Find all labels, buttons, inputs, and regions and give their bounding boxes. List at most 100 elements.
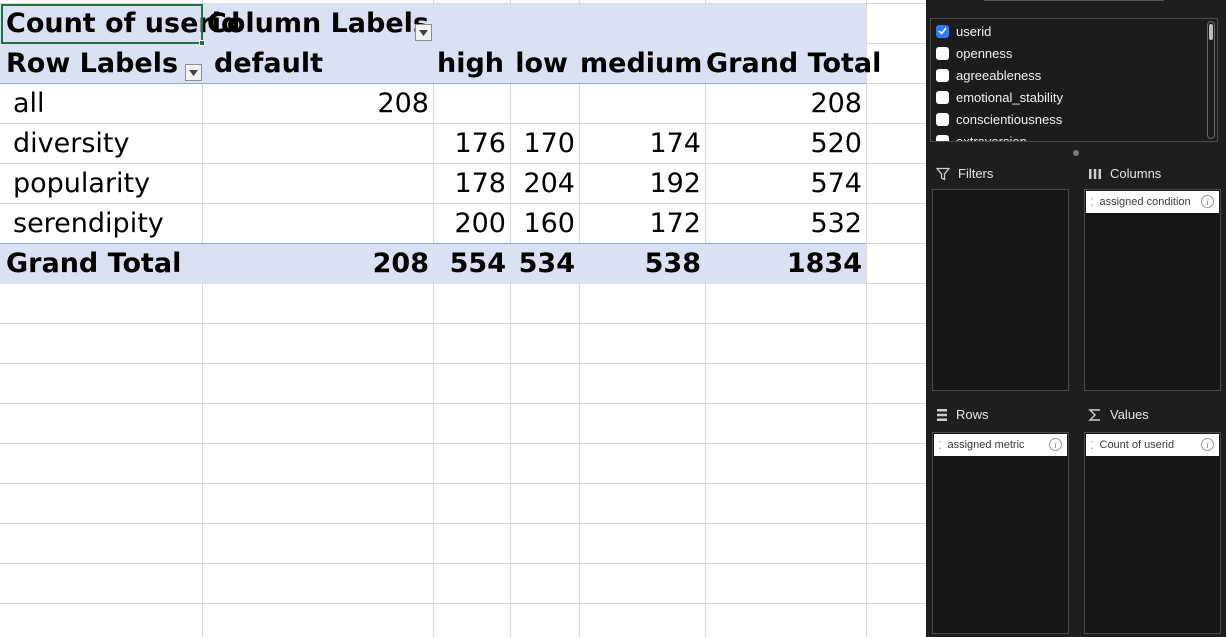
info-icon[interactable]: i [1049,438,1062,451]
value-cell[interactable] [203,164,429,204]
rows-section-title: Rows [936,407,989,422]
field-list-scrollbar[interactable] [1207,21,1215,139]
value-cell[interactable]: 204 [523,168,575,199]
row-labels-header[interactable]: Row Labels [6,48,179,79]
checkbox[interactable] [936,134,949,141]
column-header-grand-total[interactable]: Grand Total [706,48,882,79]
columns-field-chip[interactable]: ⁚ assigned condition i [1086,191,1219,213]
gridline [0,3,926,4]
grand-total-value[interactable]: 534 [518,248,575,279]
value-cell[interactable]: 520 [810,128,862,159]
gridline [0,603,926,604]
value-cell[interactable]: 174 [649,128,701,159]
row-label[interactable]: diversity [13,128,130,159]
value-cell[interactable]: 200 [454,208,506,239]
column-header-low[interactable]: low [515,48,568,79]
grand-total-value[interactable]: 538 [644,248,701,279]
value-cell[interactable]: 574 [810,168,862,199]
gridline [0,123,926,124]
value-cell[interactable]: 170 [523,128,575,159]
values-field-chip[interactable]: ⁚ Count of userid i [1086,434,1219,456]
field-label: conscientiousness [956,111,1063,127]
sigma-icon [1088,408,1100,421]
row-label[interactable]: serendipity [13,208,164,239]
columns-section-title: Columns [1088,166,1161,181]
value-cell[interactable]: 192 [649,168,701,199]
filter-icon [936,167,950,181]
value-cell[interactable]: 208 [810,88,862,119]
values-section-title: Values [1088,407,1149,422]
field-item-extraversion[interactable]: extraversion [936,130,1027,142]
checkbox[interactable] [936,46,949,60]
row-label[interactable]: popularity [13,168,151,199]
rows-field-chip[interactable]: ⁚ assigned metric i [934,434,1067,456]
column-header-default[interactable]: default [214,48,323,79]
grand-total-value[interactable]: 208 [372,248,429,279]
gridline [0,483,926,484]
drag-grip-icon[interactable]: ⁚ [938,439,942,452]
value-cell[interactable]: 178 [454,168,506,199]
value-cell[interactable] [203,204,429,244]
filters-label: Filters [958,166,994,181]
column-labels-header[interactable]: Column Labels [207,8,429,39]
chip-label: assigned metric [947,439,1025,451]
gridline [0,403,926,404]
chip-label: Count of userid [1099,439,1175,451]
columns-drop-area[interactable]: ⁚ assigned condition i [1084,189,1221,391]
checkbox-checked[interactable] [936,24,949,38]
value-cell[interactable]: 160 [523,208,575,239]
field-label: emotional_stability [956,89,1063,105]
gridline [866,0,867,637]
rows-drop-area[interactable]: ⁚ assigned metric i [932,432,1069,634]
checkbox[interactable] [936,90,949,104]
value-cell[interactable] [434,84,506,124]
value-cell[interactable] [203,124,429,164]
checkbox[interactable] [936,68,949,82]
value-cell[interactable]: 172 [649,208,701,239]
splitter-handle[interactable] [1073,150,1079,156]
values-label: Values [1110,407,1149,422]
chevron-down-icon [419,29,428,36]
value-cell[interactable]: 208 [377,88,429,119]
values-drop-area[interactable]: ⁚ Count of userid i [1084,432,1221,634]
drag-grip-icon[interactable]: ⁚ [1090,196,1094,209]
grand-total-value[interactable]: 554 [449,248,506,279]
rows-label: Rows [956,407,989,422]
filters-drop-area[interactable] [932,189,1069,391]
field-item-conscientiousness[interactable]: conscientiousness [936,108,1062,130]
gridline [0,443,926,444]
info-icon[interactable]: i [1201,438,1214,451]
column-header-medium[interactable]: medium [580,48,703,79]
field-label: agreeableness [956,67,1042,83]
value-cell[interactable]: 176 [454,128,506,159]
field-item-userid[interactable]: userid [936,20,991,42]
gridline [0,163,926,164]
spreadsheet-grid[interactable]: Count of userid Column Labels Row Labels… [0,0,926,637]
filters-section-title: Filters [936,166,993,181]
columns-icon [1089,168,1101,179]
field-label: extraversion [956,133,1027,142]
gridline [0,203,926,204]
grand-total-label[interactable]: Grand Total [6,248,182,279]
info-icon[interactable]: i [1201,195,1214,208]
value-cell[interactable] [580,84,701,124]
row-label[interactable]: all [13,88,45,119]
drag-grip-icon[interactable]: ⁚ [1090,439,1094,452]
row-labels-filter-button[interactable] [185,64,202,81]
field-item-agreeableness[interactable]: agreeableness [936,64,1041,86]
gridline [705,0,706,637]
field-item-emotional-stability[interactable]: emotional_stability [936,86,1063,108]
value-cell[interactable]: 532 [810,208,862,239]
field-item-openness[interactable]: openness [936,42,1012,64]
column-header-high[interactable]: high [436,48,504,79]
grand-total-value[interactable]: 1834 [786,248,862,279]
scrollbar-thumb[interactable] [1209,24,1213,40]
active-cell-border [1,4,203,44]
panel-top-border [984,0,1164,1]
fill-handle[interactable] [199,40,205,46]
field-list[interactable]: userid openness agreeableness emotional_… [930,18,1218,142]
checkbox[interactable] [936,112,949,126]
column-labels-filter-button[interactable] [415,24,432,41]
value-cell[interactable] [511,84,575,124]
columns-label: Columns [1110,166,1162,181]
